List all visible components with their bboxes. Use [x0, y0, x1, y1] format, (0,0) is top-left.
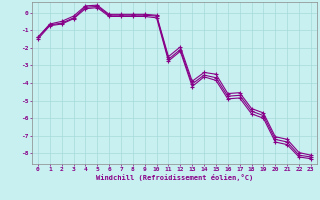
X-axis label: Windchill (Refroidissement éolien,°C): Windchill (Refroidissement éolien,°C)	[96, 174, 253, 181]
